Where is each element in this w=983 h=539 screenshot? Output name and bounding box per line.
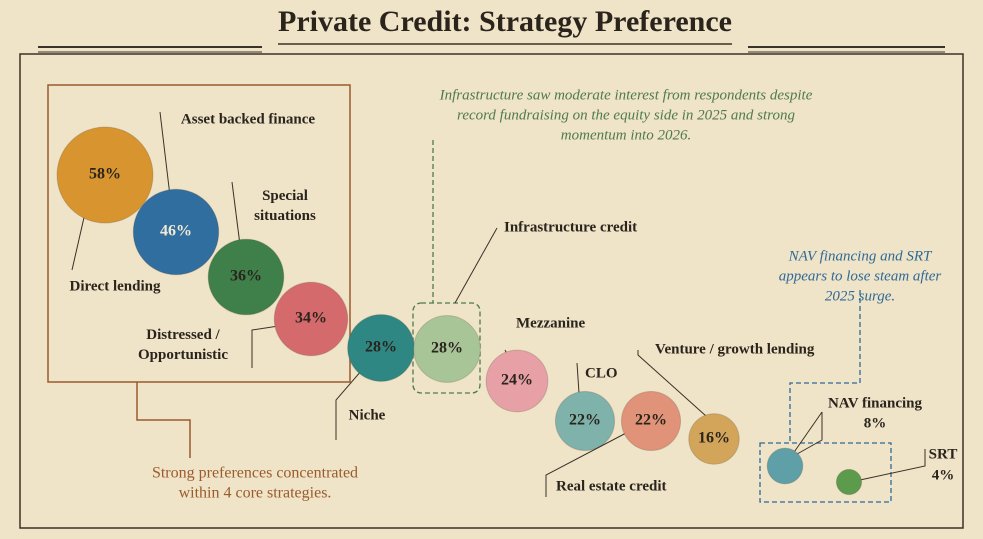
category-label: SRT bbox=[929, 446, 958, 462]
category-label: CLO bbox=[585, 365, 618, 381]
bubble bbox=[554, 390, 616, 452]
category-label: Asset backed finance bbox=[181, 111, 316, 127]
category-label: Infrastructure credit bbox=[504, 219, 637, 235]
leader-line bbox=[859, 449, 926, 481]
annotation: momentum into 2026. bbox=[561, 127, 691, 143]
highlight-box bbox=[759, 442, 892, 503]
leader-line bbox=[637, 350, 707, 417]
value-label: 58% bbox=[89, 166, 121, 183]
annotation: Strong preferences concentrated bbox=[152, 465, 358, 482]
bubble bbox=[485, 349, 549, 413]
value-label: 28% bbox=[365, 339, 397, 356]
bubble bbox=[688, 413, 740, 465]
group-box bbox=[47, 84, 351, 383]
annotation: appears to lose steam after bbox=[779, 268, 942, 284]
annotation: record fundraising on the equity side in… bbox=[457, 107, 795, 123]
category-label: Real estate credit bbox=[556, 478, 667, 494]
category-label: Special situations bbox=[254, 188, 316, 224]
category-label: Niche bbox=[349, 407, 386, 423]
value-label: 46% bbox=[160, 223, 192, 240]
bubble bbox=[132, 188, 220, 276]
value-label: 8% bbox=[864, 415, 887, 431]
chart-title: Private Credit: Strategy Preference bbox=[278, 5, 732, 38]
annotation: 2025 surge. bbox=[825, 288, 895, 304]
annotation: within 4 core strategies. bbox=[179, 485, 332, 502]
leader-line bbox=[454, 227, 498, 304]
bubble bbox=[207, 238, 285, 316]
leader-line bbox=[545, 431, 629, 497]
category-label: Direct lending bbox=[70, 278, 161, 294]
bubble bbox=[766, 447, 804, 485]
value-label: 4% bbox=[932, 467, 955, 483]
bubble bbox=[413, 315, 481, 383]
value-label: 34% bbox=[295, 310, 327, 327]
category-label: Mezzanine bbox=[516, 315, 585, 331]
value-label: 36% bbox=[230, 268, 262, 285]
connector bbox=[789, 290, 861, 443]
leader-line bbox=[231, 181, 241, 246]
leader-line bbox=[159, 111, 171, 197]
bubble bbox=[273, 281, 349, 357]
value-label: 16% bbox=[698, 430, 730, 447]
value-label: 22% bbox=[569, 412, 601, 429]
value-label: 24% bbox=[501, 372, 533, 389]
bubble bbox=[620, 390, 682, 452]
category-label: NAV financing bbox=[828, 395, 923, 411]
value-label: 28% bbox=[431, 340, 463, 357]
connector bbox=[136, 382, 191, 458]
leader-line bbox=[576, 362, 580, 394]
bubble bbox=[835, 468, 863, 496]
frame bbox=[19, 53, 964, 529]
leader-line bbox=[251, 324, 286, 368]
category-label: Venture / growth lending bbox=[655, 341, 815, 357]
annotation: NAV financing and SRT bbox=[788, 248, 933, 264]
value-label: 22% bbox=[635, 412, 667, 429]
bubble bbox=[56, 126, 154, 224]
leader-line bbox=[789, 411, 823, 459]
category-label: Distressed / Opportunistic bbox=[138, 327, 228, 363]
annotation: Infrastructure saw moderate interest fro… bbox=[439, 87, 813, 103]
leader-line bbox=[335, 369, 363, 440]
